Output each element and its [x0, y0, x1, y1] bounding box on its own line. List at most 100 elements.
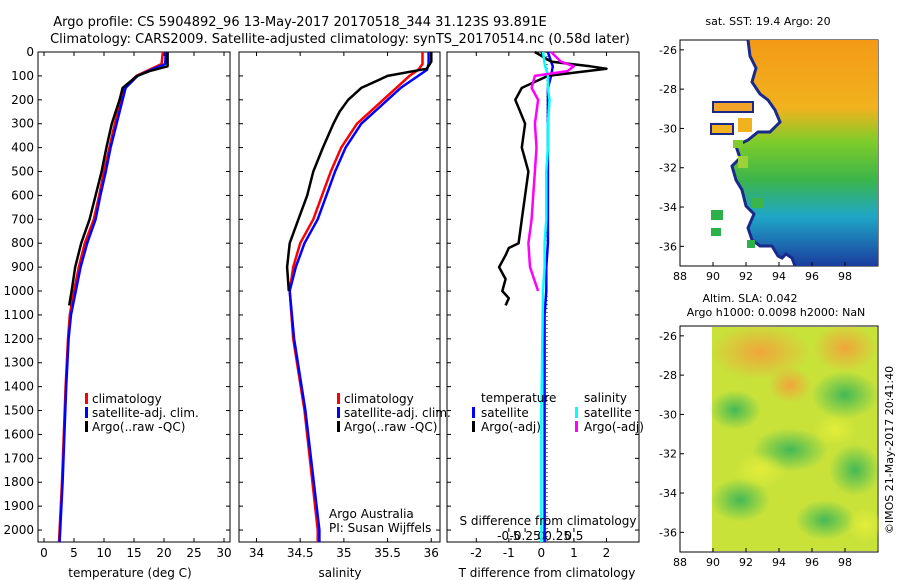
x-tick-label: 34 [249, 546, 264, 560]
legend-swatch-t-satellite [472, 407, 475, 418]
temperature-panel: 0100200300400500600700800900100011001200… [3, 45, 231, 580]
sst-island-patch [747, 240, 755, 248]
sla-blob [734, 452, 786, 488]
depth-tick-label: 1900 [3, 499, 34, 513]
map-y-tick-label: -26 [659, 44, 677, 57]
map-x-tick-label: 96 [805, 270, 819, 283]
depth-tick-label: 1500 [3, 404, 34, 418]
x-tick-label: 2 [603, 546, 611, 560]
sla-blob [795, 500, 855, 540]
series-line-climatology [288, 52, 424, 542]
x-tick-label: -1 [503, 546, 515, 560]
legend-swatch-s-satellite [575, 407, 578, 418]
depth-tick-label: 900 [11, 260, 34, 274]
legend-swatch-satellite [85, 407, 88, 418]
depth-tick-label: 600 [11, 188, 34, 202]
map-y-tick-label: -34 [659, 487, 677, 500]
map-x-tick-label: 94 [772, 270, 786, 283]
sst-island-patch [711, 210, 723, 220]
x-tick-label: 20 [156, 546, 171, 560]
sst-map-panel: sat. SST: 19.4 Argo: 20 88 90 92 94 96 98 -26 -… [659, 15, 879, 283]
difference-depth-ticks [447, 51, 639, 531]
difference-legend: temperature salinity satellite Argo(-adj… [472, 391, 644, 434]
sst-island-patch [733, 140, 743, 148]
sla-blob [813, 414, 857, 446]
temperature-series [57, 51, 169, 543]
x-tick-label: 35 [336, 546, 351, 560]
sla-blob [710, 324, 810, 380]
depth-tick-label: 500 [11, 165, 34, 179]
legend-label-t-argo: Argo(-adj) [481, 420, 541, 434]
salinity-axes [238, 51, 441, 543]
sst-field [710, 39, 878, 267]
s-difference-xlabel: S difference from climatology [460, 514, 637, 528]
x-tick-label: 10 [96, 546, 111, 560]
legend-swatch-argo [337, 421, 340, 432]
x-tick-label: 36 [424, 546, 439, 560]
x-tick-label: 34.5 [287, 546, 314, 560]
map-y-tick-label: -32 [659, 162, 677, 175]
x-tick-label: 0 [40, 546, 48, 560]
map-x-tick-label: 88 [673, 556, 687, 569]
x-tick-label: 5 [70, 546, 78, 560]
map-x-tick-label: 94 [772, 556, 786, 569]
legend-swatch-climatology [85, 393, 88, 404]
s-tick-label: 0.5 [564, 529, 583, 543]
map-y-tick-label: -28 [659, 369, 677, 382]
x-tick-label: -2 [470, 546, 482, 560]
legend-swatch-t-argo [472, 421, 475, 432]
depth-tick-label: 1700 [3, 451, 34, 465]
temperature-legend: climatology satellite-adj. clim. Argo(..… [85, 392, 199, 434]
map-y-tick-label: -26 [659, 330, 677, 343]
map-x-tick-label: 90 [706, 270, 720, 283]
series-line-satellite-adj-clim- [58, 51, 168, 543]
sst-island-patch [738, 118, 752, 132]
legend-label-argo: Argo(..raw -QC) [344, 420, 437, 434]
depth-tick-label: 400 [11, 141, 34, 155]
difference-panel: -2 -1 0 1 2 -0.5-0.25 0 0.250.5 T difference f… [446, 50, 644, 580]
s-tick-label: 0.25 [544, 529, 571, 543]
legend-swatch-satellite [337, 407, 340, 418]
salinity-series [285, 52, 433, 542]
depth-tick-label: 100 [11, 69, 34, 83]
temperature-axes [37, 51, 231, 543]
sla-map-axes: 88 90 92 94 96 98 -26 -28 -30 -32 -34 -36 [659, 330, 852, 569]
sla-blob [811, 371, 879, 419]
map-x-tick-label: 96 [805, 556, 819, 569]
sst-island-patch [711, 228, 721, 236]
legend-label-climatology: climatology [344, 392, 414, 406]
sst-coast-outline [730, 39, 797, 267]
s-tick-label: -0.5 [497, 529, 520, 543]
legend-header-temperature: temperature [481, 391, 556, 405]
depth-tick-label: 200 [11, 93, 34, 107]
depth-tick-label: 1300 [3, 356, 34, 370]
series-line-argo-raw-qc- [67, 52, 169, 306]
series-line-argo-raw-qc- [285, 52, 433, 292]
map-y-tick-label: -28 [659, 83, 677, 96]
depth-tick-label: 1100 [3, 308, 34, 322]
legend-label-satellite: satellite-adj. clim. [92, 406, 199, 420]
sla-map-panel: Altim. SLA: 0.042 Argo h1000: 0.0098 h20… [659, 292, 883, 569]
legend-header-salinity: salinity [584, 391, 627, 405]
series-line-s-satellite [540, 51, 551, 542]
pi-label: PI: Susan Wijffels [329, 521, 431, 535]
legend-label-s-argo: Argo(-adj) [584, 420, 644, 434]
x-tick-label: 30 [216, 546, 231, 560]
legend-swatch-s-argo [575, 421, 578, 432]
salinity-xlabel: salinity [318, 566, 361, 580]
sla-map-title: Altim. SLA: 0.042 [702, 292, 797, 305]
legend-swatch-climatology [337, 393, 340, 404]
temperature-xlabel: temperature (deg C) [68, 566, 191, 580]
series-line-satellite-adj-clim- [288, 52, 430, 542]
sla-blob [709, 390, 761, 430]
sla-blob [847, 507, 883, 543]
map-x-tick-label: 88 [673, 270, 687, 283]
depth-axis: 0 100 200 300 400 500 600 700 800 900 1000 1100 1200… [3, 45, 230, 537]
sst-map-title: sat. SST: 19.4 Argo: 20 [705, 15, 830, 28]
depth-tick-label: 300 [11, 117, 34, 131]
x-tick-label: 25 [186, 546, 201, 560]
sst-island-patch [752, 198, 764, 208]
sla-field [709, 324, 883, 551]
x-tick-label: 0 [538, 546, 546, 560]
map-y-tick-label: -30 [659, 408, 677, 421]
